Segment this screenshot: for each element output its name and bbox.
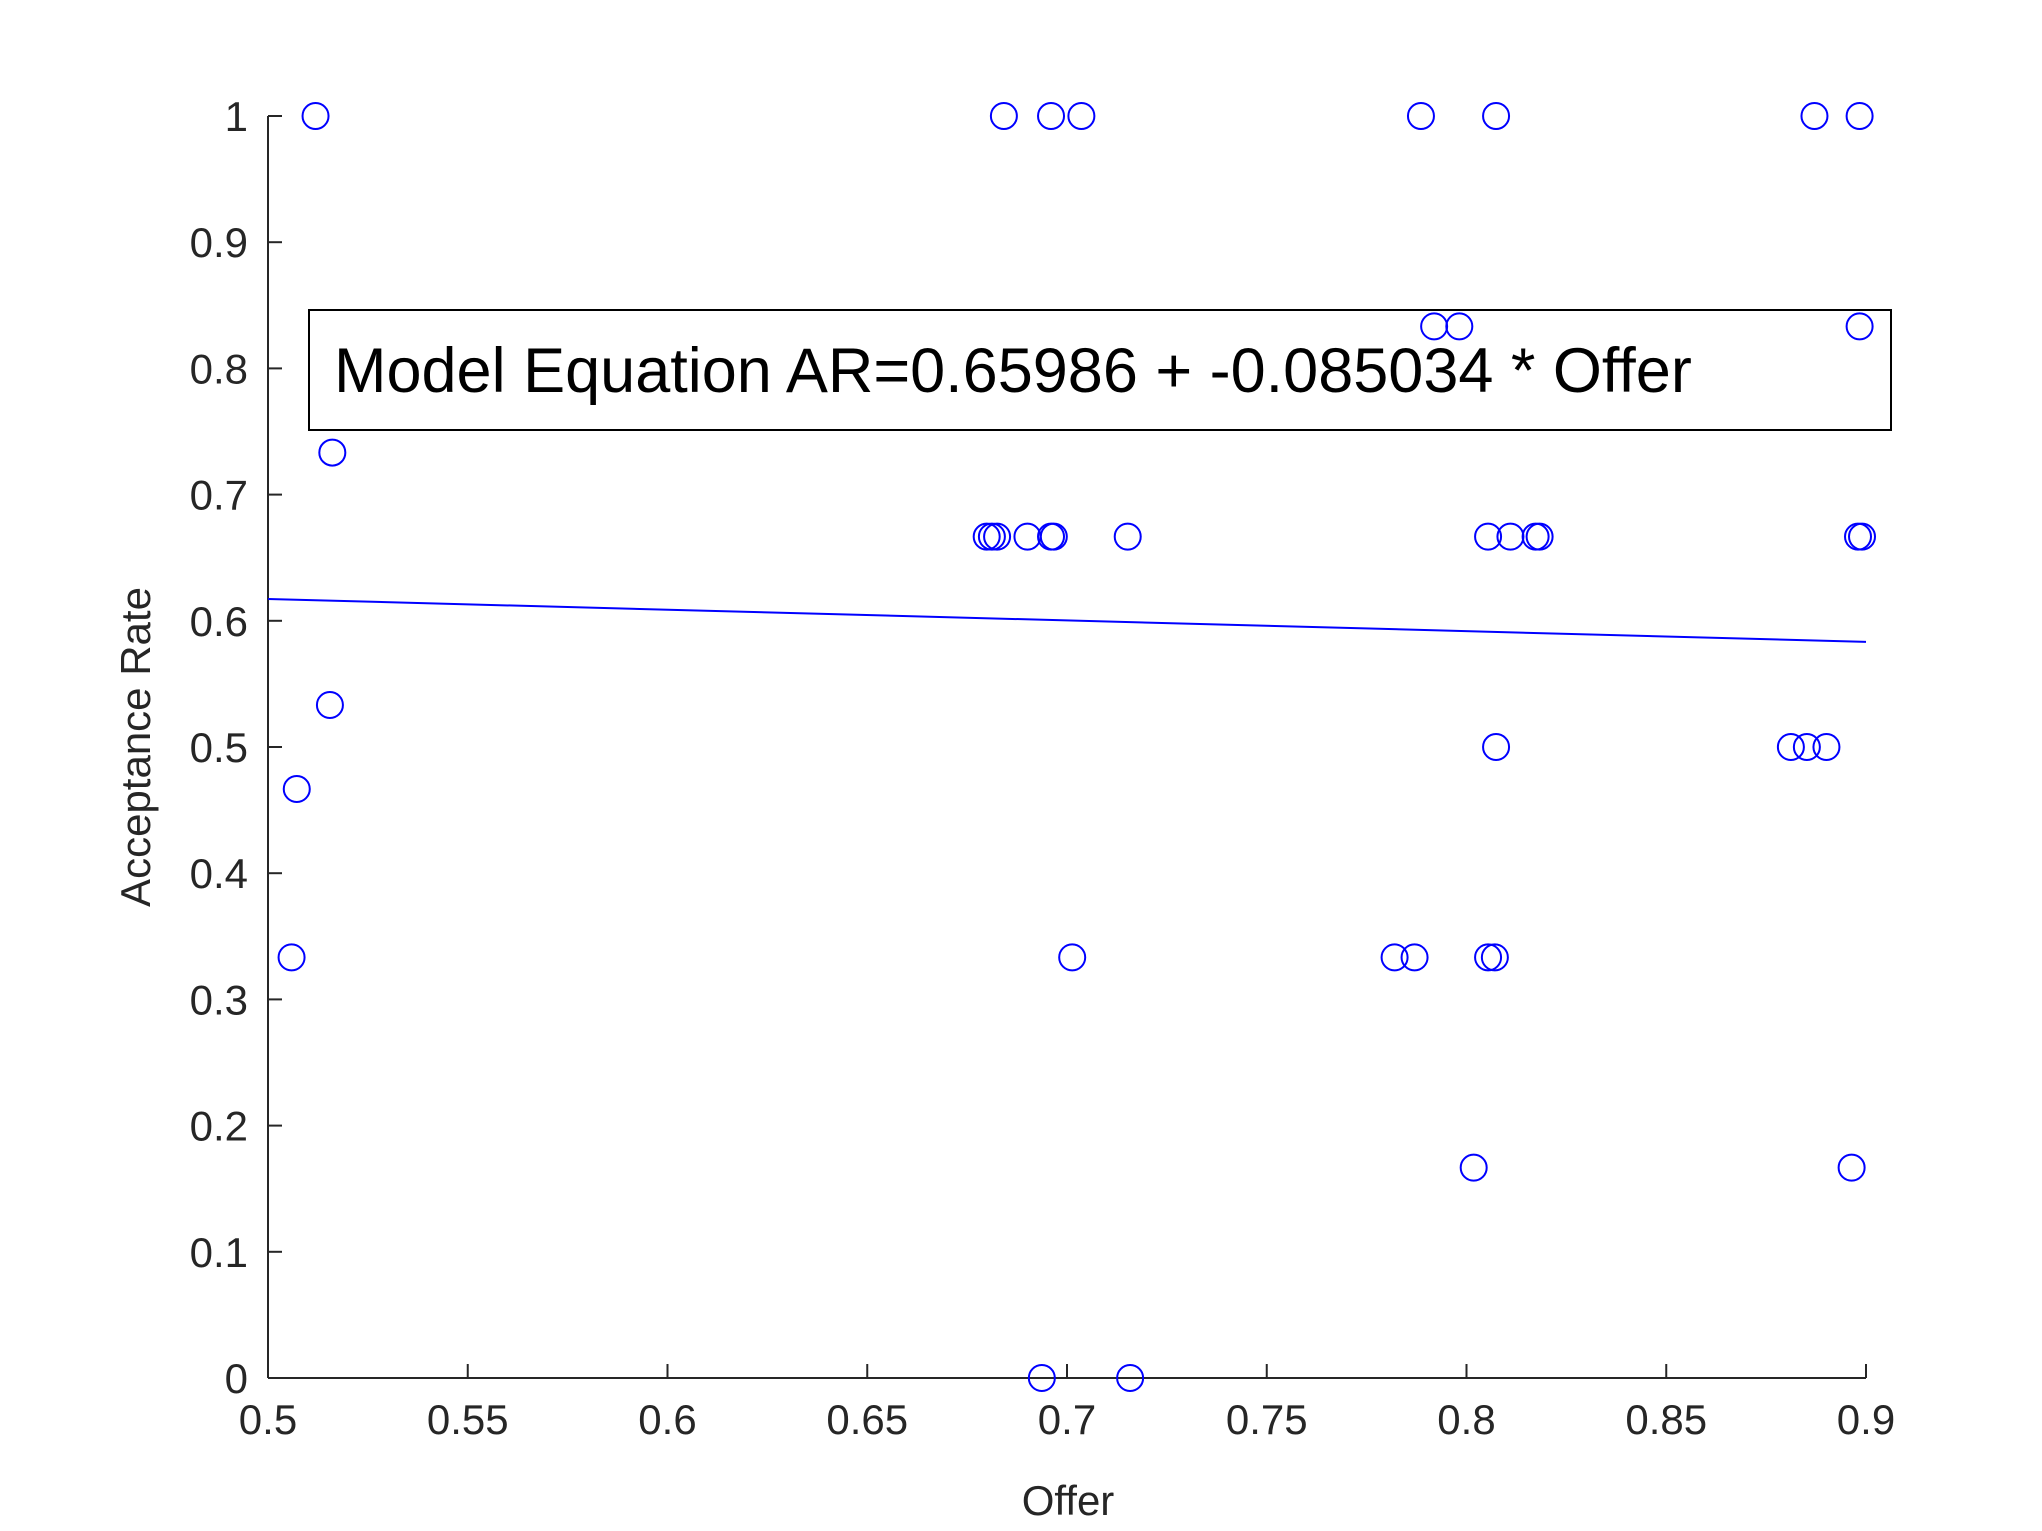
- y-tick-label: 0: [225, 1355, 248, 1402]
- data-point: [318, 438, 347, 467]
- data-point: [1837, 1153, 1866, 1182]
- data-point: [1482, 733, 1511, 761]
- data-point: [1845, 312, 1874, 341]
- y-tick-label: 1: [225, 93, 248, 140]
- data-point: [1027, 1364, 1056, 1392]
- data-point: [1480, 943, 1509, 972]
- y-tick-label: 0.3: [190, 976, 248, 1023]
- data-point: [1037, 102, 1066, 130]
- data-point: [1474, 943, 1503, 972]
- y-tick-label: 0.2: [190, 1103, 248, 1150]
- data-point: [301, 102, 330, 130]
- x-tick-label: 0.7: [1038, 1396, 1096, 1443]
- x-tick-label: 0.5: [239, 1396, 297, 1443]
- data-point: [1058, 943, 1087, 972]
- x-tick-label: 0.75: [1226, 1396, 1308, 1443]
- data-point: [1792, 733, 1821, 761]
- x-tick-label: 0.6: [638, 1396, 696, 1443]
- y-tick-label: 0.6: [190, 598, 248, 645]
- data-point: [1482, 102, 1511, 130]
- data-point: [1525, 522, 1554, 551]
- y-tick-label: 0.8: [190, 345, 248, 392]
- fit-line: [267, 597, 1867, 643]
- data-point: [1039, 522, 1068, 551]
- data-point: [315, 690, 344, 719]
- y-axis-label: Acceptance Rate: [112, 587, 159, 907]
- data-point: [1445, 312, 1474, 341]
- y-tick-label: 0.9: [190, 219, 248, 266]
- x-tick-label: 0.55: [427, 1396, 509, 1443]
- y-tick-label: 0.1: [190, 1229, 248, 1276]
- data-point: [1845, 102, 1874, 130]
- data-point: [1848, 522, 1877, 551]
- data-point: [1459, 1153, 1488, 1182]
- x-tick-label: 0.9: [1837, 1396, 1895, 1443]
- data-point: [1474, 522, 1503, 551]
- data-point: [1812, 733, 1841, 761]
- data-point: [989, 102, 1018, 130]
- x-tick-label: 0.8: [1437, 1396, 1495, 1443]
- annotation: Model Equation AR=0.65986 + -0.085034 * …: [334, 336, 1692, 406]
- y-tick-label: 0.4: [190, 850, 248, 897]
- data-point: [983, 522, 1012, 551]
- data-point: [277, 943, 306, 972]
- data-point: [1067, 102, 1096, 130]
- data-point: [282, 775, 311, 804]
- data-point: [1113, 522, 1142, 551]
- data-point: [1400, 943, 1429, 972]
- x-axis-label: Offer: [1022, 1477, 1115, 1524]
- data-point: [1406, 102, 1435, 130]
- data-point: [1800, 102, 1829, 130]
- data-point: [1776, 733, 1805, 761]
- y-tick-label: 0.5: [190, 724, 248, 771]
- x-tick-label: 0.85: [1625, 1396, 1707, 1443]
- annotation-box: [308, 309, 1892, 431]
- x-tick-label: 0.65: [826, 1396, 908, 1443]
- data-point: [1380, 943, 1409, 972]
- data-point: [1116, 1364, 1145, 1392]
- y-tick-label: 0.7: [190, 472, 248, 519]
